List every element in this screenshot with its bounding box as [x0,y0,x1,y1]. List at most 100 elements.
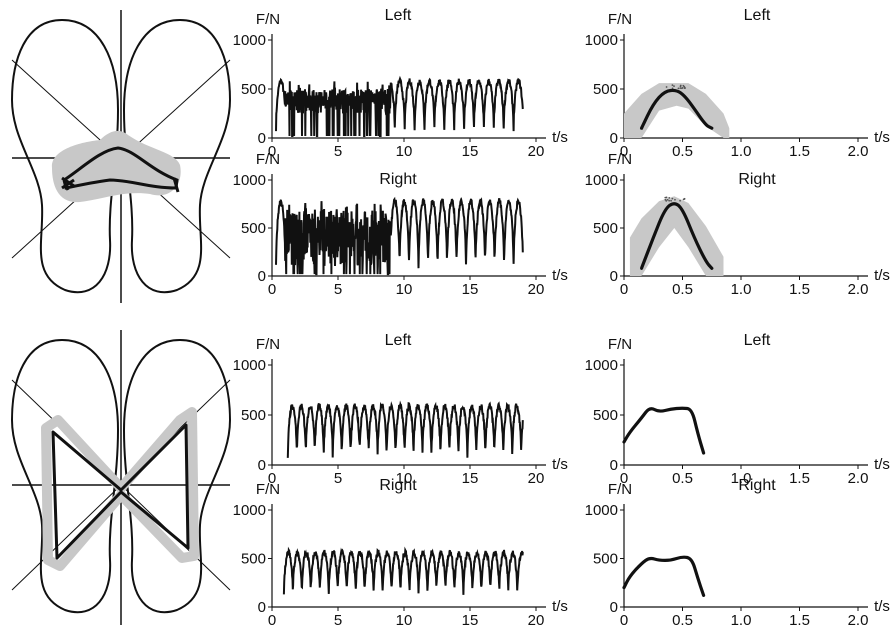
x-tick-label: 20 [528,281,545,298]
cop-band [51,130,181,203]
series-line [286,400,524,458]
x-tick-label: 1.5 [789,612,810,629]
x-tick-label: 10 [396,612,413,629]
sd-dot [668,196,671,199]
x-tick-label: 0.5 [672,143,693,160]
sd-dot [679,85,682,88]
x-tick-label: 2.0 [848,143,869,160]
x-axis-label: t/s [552,456,568,473]
cop-trajectory [51,423,190,560]
y-tick-label: 0 [610,599,618,616]
x-tick-label: 20 [528,612,545,629]
x-tick-label: 0 [620,143,628,160]
bottom-right-time-series: Right 0 500 1000 F/N 0 5 10 15 20 t/s [233,477,568,629]
sd-dot [679,199,682,202]
x-tick-label: 0 [620,470,628,487]
y-tick-label: 500 [593,81,618,98]
x-tick-label: 5 [334,470,342,487]
y-tick-label: 0 [258,457,266,474]
mean-curve [622,555,706,597]
y-tick-label: 1000 [233,357,266,374]
y-axis-label: F/N [608,151,632,168]
x-tick-label: 15 [462,281,479,298]
x-tick-label: 0 [268,470,276,487]
x-tick-label: 1.5 [789,281,810,298]
y-tick-label: 500 [241,81,266,98]
y-tick-label: 1000 [585,357,618,374]
chart-title: Left [744,7,771,24]
x-tick-label: 15 [462,612,479,629]
foot-outline-right [122,338,232,613]
cop-marker-right [172,177,180,193]
x-tick-label: 1.5 [789,143,810,160]
mean-curve [639,88,714,130]
x-axis-label: t/s [874,598,890,615]
y-tick-label: 500 [241,220,266,237]
sd-dot [684,87,687,89]
bottom-left-cycle: Left 0 500 1000 F/N 0 0.5 1.0 1.5 2.0 t/s [585,332,890,487]
y-tick-label: 500 [241,407,266,424]
x-tick-label: 20 [528,470,545,487]
footprint-bottom [10,330,232,625]
top-left-time-series: Left 0 500 1000 F/N 0 5 10 15 20 t/s [233,7,568,160]
sd-dot [673,85,675,88]
y-tick-label: 0 [258,268,266,285]
y-tick-label: 500 [593,551,618,568]
foot-outline-right [122,18,232,293]
bottom-right-cycle: Right 0 500 1000 F/N 0 0.5 1.0 1.5 2.0 t/s [585,477,890,629]
y-axis-label: F/N [256,481,280,498]
x-tick-label: 5 [334,281,342,298]
y-tick-label: 0 [258,130,266,147]
x-axis-label: t/s [874,129,890,146]
foot-outline-left [10,338,120,613]
sd-dot [674,198,676,201]
y-tick-label: 1000 [585,32,618,49]
x-tick-label: 0.5 [672,612,693,629]
x-axis-label: t/s [552,598,568,615]
sd-dot [671,197,674,200]
x-tick-label: 0 [268,612,276,629]
x-tick-label: 0.5 [672,470,693,487]
sd-dot [681,87,684,89]
sd-dot [671,84,674,87]
chart-title: Right [379,171,417,188]
x-tick-label: 1.0 [731,143,752,160]
x-tick-label: 1.0 [731,612,752,629]
y-axis-label: F/N [256,11,280,28]
x-tick-label: 10 [396,281,413,298]
bottom-left-time-series: Left 0 500 1000 F/N 0 5 10 15 20 t/s [233,332,568,487]
x-tick-label: 2.0 [848,281,869,298]
sd-dot [682,84,685,87]
cop-marker-left [61,176,75,190]
y-tick-label: 0 [258,599,266,616]
y-axis-label: F/N [256,336,280,353]
chart-title: Left [385,332,412,349]
x-tick-label: 10 [396,470,413,487]
y-tick-label: 1000 [585,172,618,189]
x-axis-label: t/s [552,129,568,146]
x-axis-label: t/s [874,456,890,473]
y-tick-label: 0 [610,130,618,147]
x-tick-label: 0 [268,281,276,298]
x-axis-label: t/s [552,267,568,284]
x-tick-label: 20 [528,143,545,160]
chart-title: Right [738,477,776,494]
y-tick-label: 1000 [585,502,618,519]
sd-dot [666,198,669,201]
y-axis-label: F/N [256,151,280,168]
foot-outline-left [10,18,120,293]
x-tick-label: 0.5 [672,281,693,298]
x-tick-label: 5 [334,143,342,160]
top-left-cycle: Left 0 500 1000 F/N 0 0.5 1.0 1.5 2.0 t/s [585,7,890,160]
y-tick-label: 1000 [233,172,266,189]
sd-band [629,196,724,276]
x-tick-label: 1.5 [789,470,810,487]
sd-dot [664,198,667,201]
top-right-time-series: Right 0 500 1000 F/N 0 5 10 15 20 t/s [233,151,568,298]
x-tick-label: 15 [462,470,479,487]
sd-dot [668,199,671,202]
sd-dot [682,198,685,201]
series-line [275,75,524,137]
chart-title: Right [738,171,776,188]
footprint-top [10,10,232,303]
